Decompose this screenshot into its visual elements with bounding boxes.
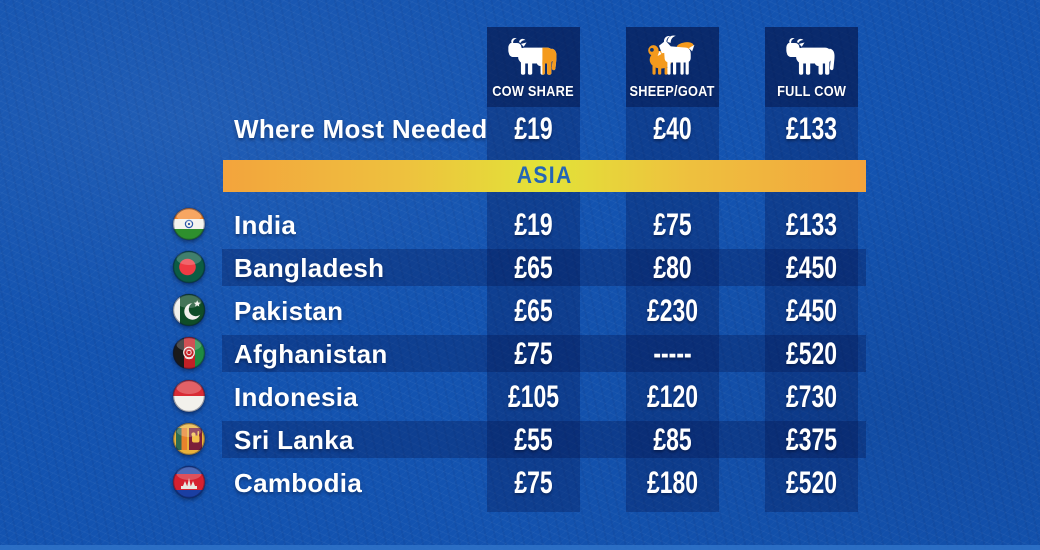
region-banner-label: ASIA xyxy=(516,162,573,189)
cambodia-flag-icon xyxy=(172,465,206,499)
country-label: India xyxy=(234,210,297,240)
price-full-cow: £133 xyxy=(785,206,838,243)
column-stripe-sheep-goat xyxy=(626,27,719,512)
table-row-sri-lanka: Sri Lanka £55 £85 £375 xyxy=(0,418,1040,461)
column-header-full-cow: FULL COW xyxy=(765,27,858,107)
price-sheep-goat: £80 xyxy=(653,249,692,286)
country-label: Afghanistan xyxy=(234,339,388,369)
sri-lanka-flag-icon xyxy=(172,422,206,456)
indonesia-flag-icon xyxy=(172,379,206,413)
price-cow-share: £65 xyxy=(514,249,553,286)
pakistan-flag-icon xyxy=(172,293,206,327)
price-sheep-goat: £230 xyxy=(646,292,699,329)
afghanistan-flag-icon xyxy=(172,336,206,370)
price-full-cow: £730 xyxy=(785,378,838,415)
column-label: COW SHARE xyxy=(492,83,575,100)
price-sheep-goat: £120 xyxy=(646,378,699,415)
where-most-needed-row: Where Most Needed £19 £40 £133 xyxy=(0,110,1040,147)
india-flag-icon xyxy=(172,207,206,241)
price-full-cow: £375 xyxy=(785,421,838,458)
region-banner-asia: ASIA xyxy=(223,160,866,192)
price-cow-share: £55 xyxy=(514,421,553,458)
price-cow-share: £65 xyxy=(514,292,553,329)
price-cow-share: £75 xyxy=(514,464,553,501)
price-cow-share: £75 xyxy=(514,335,553,372)
bottom-edge-strip xyxy=(0,545,1040,550)
price-cow-share: £19 xyxy=(514,206,553,243)
country-label: Cambodia xyxy=(234,468,363,498)
table-row-bangladesh: Bangladesh £65 £80 £450 xyxy=(0,246,1040,289)
column-stripe-cow-share xyxy=(487,27,580,512)
price-full-cow: £520 xyxy=(785,335,838,372)
country-label: Bangladesh xyxy=(234,253,385,283)
price-full-cow: £450 xyxy=(785,249,838,286)
country-label: Pakistan xyxy=(234,296,344,326)
price-cow-share: £105 xyxy=(507,378,560,415)
table-row-indonesia: Indonesia £105 £120 £730 xyxy=(0,375,1040,418)
column-stripe-full-cow xyxy=(765,27,858,512)
price-sheep-goat: £180 xyxy=(646,464,699,501)
column-header-cow-share: COW SHARE xyxy=(487,27,580,107)
where-most-needed-label: Where Most Needed xyxy=(234,114,488,144)
column-label: SHEEP/GOAT xyxy=(629,83,716,100)
bangladesh-flag-icon xyxy=(172,250,206,284)
table-row-india: India £19 £75 £133 xyxy=(0,203,1040,246)
price-sheep-goat: £85 xyxy=(653,421,692,458)
price-full-cow: £450 xyxy=(785,292,838,329)
column-label: FULL COW xyxy=(776,83,847,100)
price-sheep-goat: ----- xyxy=(653,335,692,372)
price-cow-share: £19 xyxy=(514,110,553,147)
country-label: Sri Lanka xyxy=(234,425,354,455)
table-row-cambodia: Cambodia £75 £180 £520 xyxy=(0,461,1040,504)
column-header-sheep-goat: SHEEP/GOAT xyxy=(626,27,719,107)
cow-share-icon xyxy=(506,36,562,83)
table-row-afghanistan: Afghanistan £75 ----- £520 xyxy=(0,332,1040,375)
country-label: Indonesia xyxy=(234,382,359,412)
price-sheep-goat: £75 xyxy=(653,206,692,243)
table-row-pakistan: Pakistan £65 £230 £450 xyxy=(0,289,1040,332)
price-sheep-goat: £40 xyxy=(653,110,692,147)
full-cow-icon xyxy=(784,36,840,83)
price-full-cow: £133 xyxy=(785,110,838,147)
price-full-cow: £520 xyxy=(785,464,838,501)
sheep-goat-icon xyxy=(645,34,701,83)
